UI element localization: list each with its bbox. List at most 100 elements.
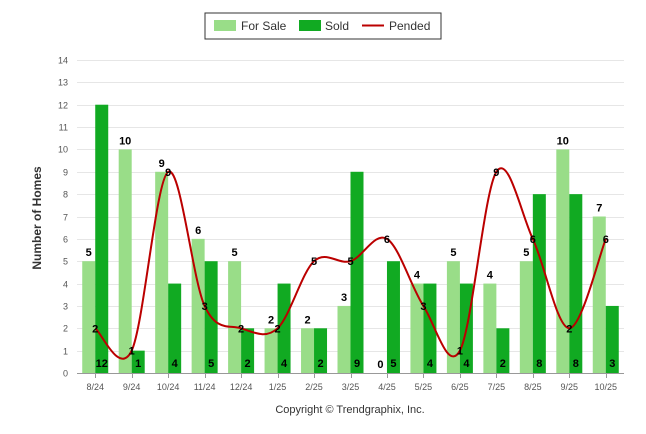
legend-swatch-sold [299, 20, 321, 31]
label-for-sale: 2 [304, 314, 310, 326]
bar-for-sale [155, 171, 169, 373]
bar-for-sale [556, 149, 570, 373]
label-pended: 2 [92, 323, 98, 335]
bar-sold [314, 328, 328, 373]
label-pended: 2 [275, 323, 281, 335]
label-sold: 4 [463, 358, 470, 370]
label-sold: 2 [317, 358, 323, 370]
x-tick-label: 3/25 [342, 382, 360, 392]
label-sold: 2 [500, 358, 506, 370]
label-for-sale: 4 [414, 270, 421, 282]
x-tick-label: 2/25 [305, 382, 323, 392]
bar-sold [496, 328, 510, 373]
label-sold: 8 [536, 358, 542, 370]
x-tick-label: 7/25 [488, 382, 506, 392]
y-tick-label: 1 [63, 347, 68, 357]
bars [82, 104, 619, 373]
x-tick-label: 10/25 [595, 382, 618, 392]
label-pended: 9 [493, 167, 499, 179]
label-for-sale: 2 [268, 314, 274, 326]
bar-for-sale [264, 328, 278, 373]
bar-for-sale [446, 261, 460, 373]
label-for-sale: 6 [195, 225, 201, 237]
label-for-sale: 9 [159, 158, 165, 170]
legend-swatch-for-sale [214, 20, 236, 31]
bar-for-sale [118, 149, 132, 373]
x-tick-label: 1/25 [269, 382, 287, 392]
bar-sold [605, 305, 619, 373]
bar-sold [350, 171, 364, 373]
bar-sold [241, 328, 255, 373]
bar-for-sale [410, 283, 424, 373]
bar-for-sale [592, 216, 606, 373]
label-for-sale: 10 [557, 135, 569, 147]
label-pended: 6 [384, 234, 390, 246]
label-pended: 2 [238, 323, 244, 335]
legend[interactable]: For Sale Sold Pended [204, 12, 442, 40]
label-sold: 4 [172, 358, 179, 370]
y-tick-label: 9 [63, 168, 68, 178]
bar-for-sale [337, 305, 351, 373]
y-tick-label: 13 [58, 78, 68, 88]
label-for-sale: 0 [377, 359, 383, 371]
y-tick-label: 11 [59, 123, 68, 133]
copyright-footer: Copyright © Trendgraphix, Inc. [275, 404, 424, 416]
label-for-sale: 5 [86, 247, 92, 259]
label-pended: 3 [420, 301, 426, 313]
x-tick-label: 4/25 [378, 382, 396, 392]
legend-label-sold: Sold [325, 19, 349, 33]
y-tick-label: 6 [63, 235, 68, 245]
label-for-sale: 4 [487, 270, 494, 282]
label-sold: 12 [96, 358, 108, 370]
x-tick-label: 5/25 [415, 382, 433, 392]
x-axis-ticks: 8/24 9/24 10/24 11/24 12/24 1/25 2/25 3/25 4/25 5… [86, 373, 617, 392]
legend-label-pended: Pended [389, 19, 430, 33]
y-axis-label: Number of Homes [30, 166, 44, 270]
bar-sold [532, 194, 546, 373]
label-for-sale: 5 [523, 247, 529, 259]
label-pended: 3 [202, 301, 208, 313]
label-sold: 1 [135, 358, 141, 370]
legend-label-for-sale: For Sale [241, 19, 287, 33]
x-tick-label: 8/24 [86, 382, 104, 392]
label-pended: 6 [603, 234, 609, 246]
label-pended: 9 [165, 167, 171, 179]
label-sold: 5 [390, 358, 396, 370]
y-tick-label: 2 [63, 324, 68, 334]
bar-sold [386, 261, 400, 373]
label-pended: 2 [566, 323, 572, 335]
label-pended: 5 [311, 256, 317, 268]
bar-sold [131, 350, 145, 373]
x-tick-label: 9/24 [123, 382, 141, 392]
label-for-sale: 7 [596, 203, 602, 215]
bar-for-sale [301, 328, 315, 373]
bar-for-sale [82, 261, 96, 373]
x-tick-label: 12/24 [230, 382, 253, 392]
y-tick-label: 0 [63, 369, 68, 379]
x-tick-label: 11/24 [194, 382, 216, 392]
legend-box [204, 12, 442, 40]
bar-sold [168, 283, 182, 373]
y-tick-label: 4 [63, 280, 68, 290]
label-for-sale: 3 [341, 292, 347, 304]
pended-line [94, 167, 607, 360]
x-tick-label: 8/25 [524, 382, 542, 392]
label-sold: 8 [573, 358, 579, 370]
bar-sold [277, 283, 291, 373]
y-tick-label: 14 [58, 56, 68, 66]
label-pended: 1 [457, 346, 463, 358]
label-sold: 9 [354, 358, 360, 370]
x-tick-label: 10/24 [157, 382, 180, 392]
label-sold: 4 [281, 358, 288, 370]
label-sold: 2 [245, 358, 251, 370]
y-tick-label: 7 [63, 213, 68, 223]
y-tick-label: 8 [63, 190, 68, 200]
label-sold: 3 [609, 358, 615, 370]
label-sold: 5 [208, 358, 214, 370]
label-for-sale: 10 [119, 135, 131, 147]
label-pended: 1 [129, 346, 135, 358]
x-tick-label: 9/25 [561, 382, 579, 392]
